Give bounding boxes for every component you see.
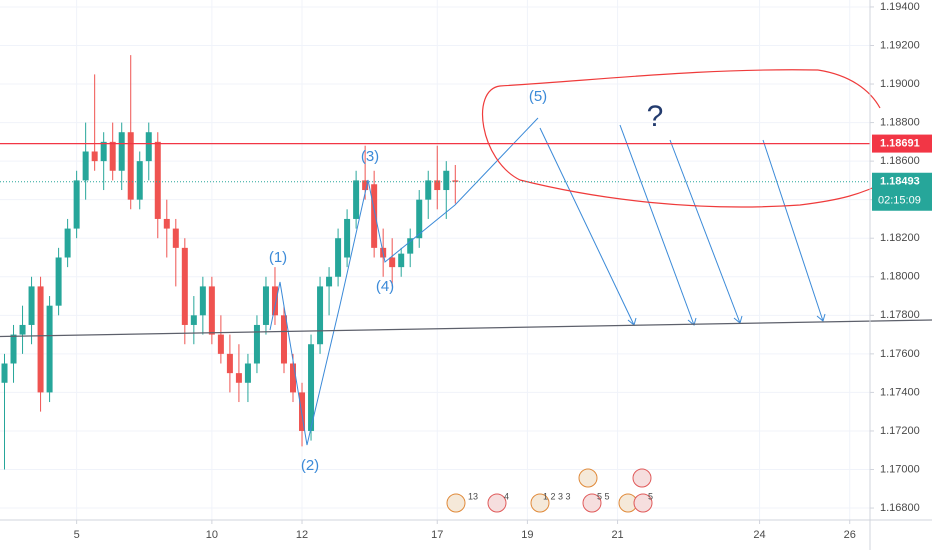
candle-body bbox=[10, 334, 17, 364]
candle-body bbox=[208, 286, 215, 335]
wave-label: (5) bbox=[529, 88, 547, 105]
grid bbox=[0, 0, 870, 520]
last-price-label: 1.18493 bbox=[880, 176, 920, 188]
candle-body bbox=[217, 334, 224, 354]
candle-body bbox=[163, 218, 170, 229]
y-tick-label: 1.17600 bbox=[880, 348, 920, 360]
candle-body bbox=[344, 218, 351, 258]
trendline bbox=[0, 319, 932, 338]
y-tick-label: 1.19400 bbox=[880, 1, 920, 13]
candle-body bbox=[37, 286, 44, 393]
candle-body bbox=[253, 324, 260, 364]
candle-body bbox=[452, 180, 459, 182]
last-price-bg bbox=[872, 172, 932, 211]
candle-body bbox=[407, 238, 414, 254]
candle-body bbox=[317, 286, 324, 345]
y-tick-label: 1.18000 bbox=[880, 271, 920, 283]
wave-label: (2) bbox=[301, 457, 319, 474]
x-tick-label: 17 bbox=[431, 529, 443, 541]
candle-body bbox=[82, 151, 89, 181]
y-tick-label: 1.18600 bbox=[880, 155, 920, 167]
candle-body bbox=[262, 286, 269, 325]
candle-body bbox=[244, 363, 251, 383]
arrows bbox=[539, 124, 826, 326]
candle-body bbox=[127, 132, 134, 200]
resistance-label-bg bbox=[872, 134, 932, 153]
wave-label: (4) bbox=[376, 278, 394, 295]
candle-body bbox=[416, 199, 423, 239]
candle-body bbox=[91, 151, 98, 162]
candle-body bbox=[280, 315, 287, 364]
candle-body bbox=[181, 247, 188, 325]
candle-body bbox=[190, 315, 197, 325]
event-count: 13 bbox=[468, 491, 478, 501]
x-tick-label: 24 bbox=[753, 529, 765, 541]
candle-body bbox=[434, 180, 441, 191]
wave-label: (3) bbox=[361, 148, 379, 165]
candle-body bbox=[64, 228, 71, 258]
candle-body bbox=[371, 184, 378, 248]
candle-body bbox=[100, 141, 107, 162]
y-tick-label: 1.17000 bbox=[880, 463, 920, 475]
candle-body bbox=[55, 257, 62, 306]
candle-body bbox=[335, 238, 342, 277]
x-tick-label: 19 bbox=[521, 529, 533, 541]
candle-body bbox=[19, 324, 26, 335]
candle-body bbox=[109, 141, 116, 171]
x-tick-label: 10 bbox=[206, 529, 218, 541]
candle-body bbox=[290, 363, 297, 393]
candle-body bbox=[1, 363, 8, 383]
y-tick-label: 1.17400 bbox=[880, 386, 920, 398]
candles bbox=[1, 55, 459, 470]
candle-body bbox=[389, 257, 396, 268]
candle-body bbox=[136, 161, 143, 200]
event-count: 5 5 bbox=[597, 491, 610, 501]
candle-body bbox=[226, 353, 233, 374]
y-tick-label: 1.19000 bbox=[880, 78, 920, 90]
y-tick-label: 1.18200 bbox=[880, 232, 920, 244]
resistance-label: 1.18691 bbox=[880, 137, 920, 149]
candle-body bbox=[199, 286, 206, 316]
candle-body bbox=[398, 253, 405, 268]
candle-body bbox=[46, 305, 53, 393]
x-tick-label: 26 bbox=[844, 529, 856, 541]
target-ellipse bbox=[481, 69, 891, 208]
wave-label: (1) bbox=[269, 249, 287, 266]
question-mark: ? bbox=[647, 100, 664, 133]
candle-body bbox=[154, 141, 161, 219]
drawings: (1) (2) (3) (4) (5) ? bbox=[0, 69, 932, 474]
y-tick-label: 1.16800 bbox=[880, 502, 920, 514]
y-tick-label: 1.17800 bbox=[880, 309, 920, 321]
candle-body bbox=[28, 286, 35, 325]
y-tick-label: 1.17200 bbox=[880, 425, 920, 437]
wave-path bbox=[269, 117, 539, 446]
event-count: 4 bbox=[504, 491, 509, 501]
y-tick-label: 1.18800 bbox=[880, 116, 920, 128]
x-tick-label: 12 bbox=[296, 529, 308, 541]
candle-body bbox=[235, 373, 242, 383]
candle-body bbox=[172, 228, 179, 248]
countdown-label: 02:15:09 bbox=[878, 195, 921, 207]
event-count: 1 2 3 3 bbox=[543, 491, 571, 501]
x-tick-label: 21 bbox=[611, 529, 623, 541]
candle-body bbox=[308, 344, 315, 431]
y-tick-label: 1.19200 bbox=[880, 39, 920, 51]
events: 13 4 1 2 3 3 5 5 5 bbox=[446, 468, 653, 513]
candle-body bbox=[271, 286, 278, 316]
candle-body bbox=[362, 180, 369, 191]
candle-body bbox=[299, 392, 306, 431]
candle-body bbox=[443, 170, 450, 191]
candle-body bbox=[145, 132, 152, 162]
event-count: 5 bbox=[648, 491, 653, 501]
candle-body bbox=[425, 180, 432, 200]
candle-body bbox=[118, 132, 125, 171]
candle-body bbox=[326, 276, 333, 287]
candle-body bbox=[353, 180, 360, 219]
candle-body bbox=[73, 180, 80, 229]
x-tick-label: 5 bbox=[74, 529, 80, 541]
